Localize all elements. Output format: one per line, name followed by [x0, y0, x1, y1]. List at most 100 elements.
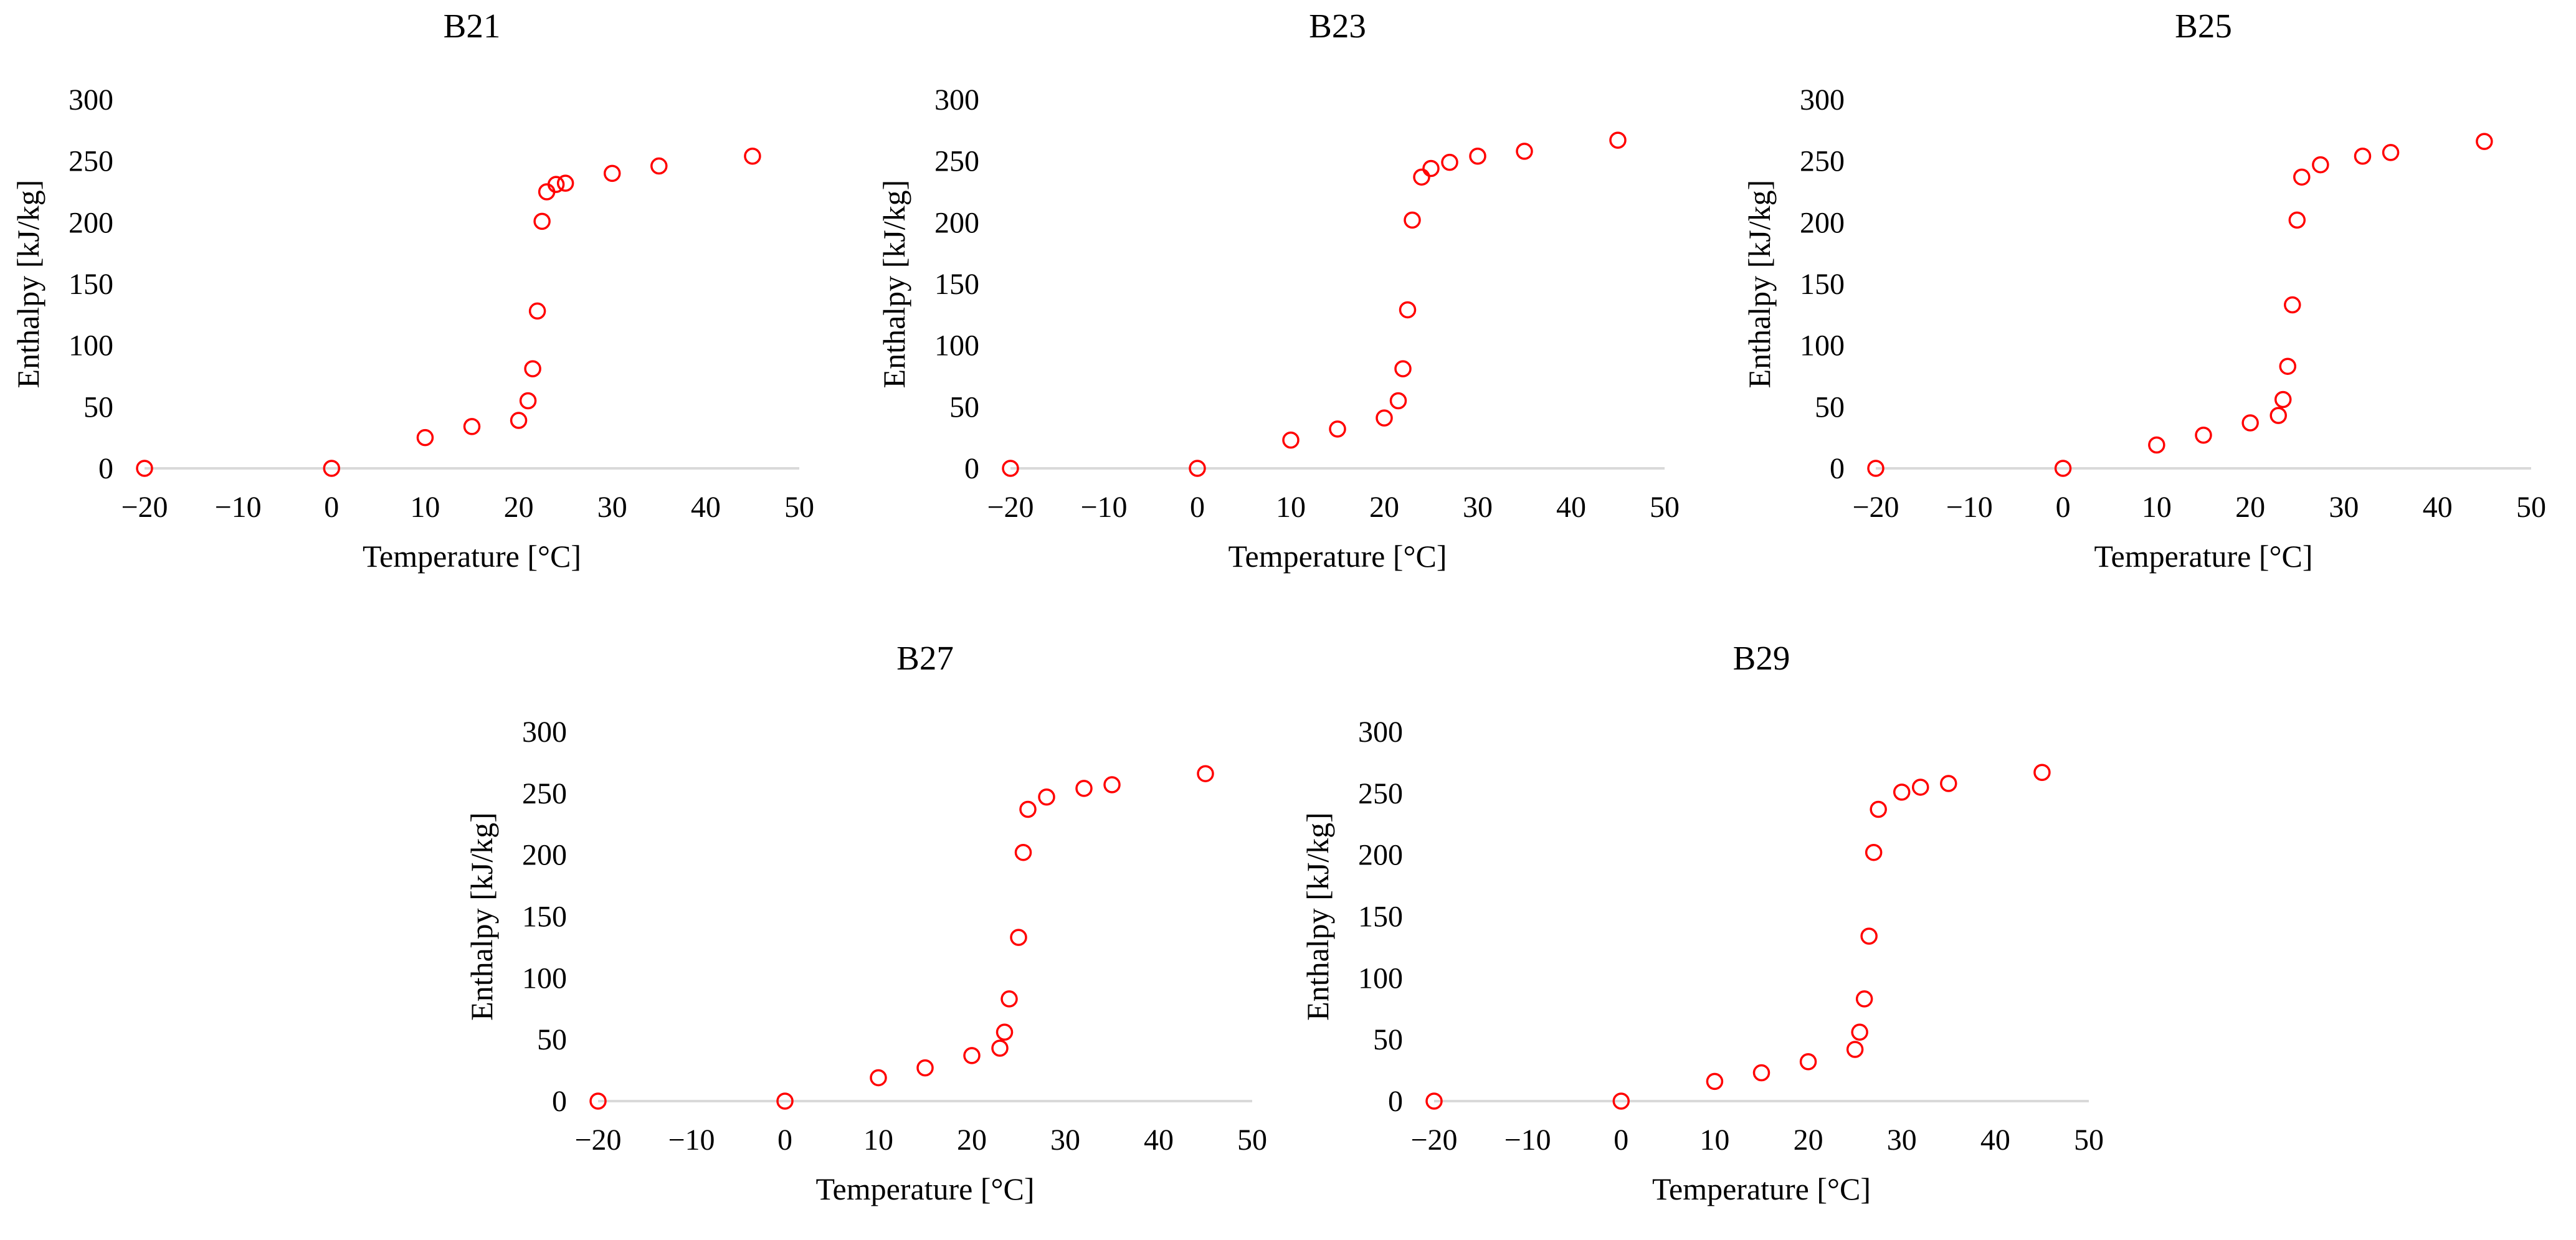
x-tick-label: −20 — [1852, 491, 1899, 524]
data-point — [463, 418, 481, 435]
y-tick-label: 0 — [98, 452, 113, 485]
x-tick-label: −20 — [1410, 1124, 1457, 1157]
y-tick-label: 250 — [522, 777, 567, 810]
data-point — [2288, 211, 2306, 229]
x-tick-label: 40 — [2423, 491, 2453, 524]
data-point — [1469, 148, 1486, 165]
data-point — [416, 428, 434, 447]
x-tick-label: 30 — [1887, 1124, 1917, 1157]
x-tick-label: 0 — [1614, 1124, 1628, 1157]
x-tick-label: 20 — [1369, 491, 1399, 524]
data-point — [533, 212, 551, 230]
data-point — [744, 148, 761, 165]
y-tick-label: 50 — [83, 390, 113, 424]
data-point — [2354, 148, 2372, 165]
data-point — [2241, 414, 2259, 432]
chart-title: B25 — [2175, 7, 2232, 45]
y-tick-label: 50 — [949, 390, 979, 424]
y-axis-label: Enthalpy [kJ/kg] — [1300, 812, 1335, 1021]
data-point — [1282, 431, 1300, 449]
data-point — [1612, 1092, 1630, 1110]
data-point — [1846, 1041, 1864, 1058]
y-tick-label: 200 — [934, 206, 979, 239]
x-tick-label: −20 — [121, 491, 168, 524]
x-tick-label: −10 — [215, 491, 262, 524]
data-point — [2293, 168, 2311, 186]
data-point — [1404, 211, 1421, 229]
x-tick-label: 10 — [2142, 491, 2172, 524]
data-point — [650, 157, 668, 175]
data-point — [1425, 1092, 1443, 1110]
data-point — [1516, 143, 1533, 160]
data-point — [556, 174, 574, 192]
data-point — [528, 302, 546, 320]
y-tick-label: 0 — [552, 1085, 567, 1118]
y-tick-label: 150 — [1358, 901, 1403, 934]
data-point — [1002, 460, 1019, 477]
data-point — [547, 176, 565, 193]
data-point — [510, 412, 528, 429]
x-tick-label: 50 — [2074, 1124, 2104, 1157]
data-point — [1860, 927, 1878, 945]
y-tick-label: 0 — [964, 452, 979, 485]
data-point — [1376, 409, 1393, 427]
x-tick-label: 40 — [1556, 491, 1586, 524]
data-point — [2274, 390, 2292, 409]
data-point — [1389, 392, 1407, 410]
data-point — [1940, 775, 1957, 792]
y-tick-label: 200 — [1358, 839, 1403, 872]
y-tick-label: 50 — [537, 1023, 567, 1056]
data-point — [2269, 407, 2287, 424]
y-tick-label: 100 — [69, 329, 113, 362]
data-point — [1329, 420, 1346, 438]
x-tick-label: −10 — [1080, 491, 1127, 524]
x-tick-label: 10 — [1699, 1124, 1729, 1157]
x-tick-label: 30 — [597, 491, 627, 524]
y-tick-label: 0 — [1830, 452, 1845, 485]
x-tick-label: 20 — [1794, 1124, 1823, 1157]
x-tick-label: 50 — [2516, 491, 2546, 524]
data-point — [1038, 788, 1055, 806]
y-tick-label: 50 — [1815, 390, 1845, 424]
data-point — [2148, 436, 2165, 454]
data-point — [1000, 990, 1018, 1008]
data-point — [524, 360, 541, 377]
y-tick-label: 150 — [69, 268, 113, 301]
y-axis-label: Enthalpy [kJ/kg] — [1742, 180, 1777, 389]
x-tick-label: −10 — [1504, 1124, 1551, 1157]
x-tick-label: −20 — [987, 491, 1034, 524]
y-tick-label: 300 — [1800, 83, 1845, 116]
data-point — [1911, 779, 1929, 796]
data-point — [1103, 776, 1121, 793]
y-axis-label: Enthalpy [kJ/kg] — [11, 180, 45, 389]
data-point — [1706, 1072, 1724, 1091]
chart-panel-b21: B21 0 50 100 150 200 250 300 −20 −10 0 10 20 30 40 50 Te… — [11, 7, 814, 574]
x-tick-label: 40 — [1980, 1124, 2010, 1157]
x-tick-label: 0 — [1190, 491, 1205, 524]
x-tick-label: 30 — [2329, 491, 2359, 524]
chart-title: B29 — [1733, 639, 1790, 677]
data-point — [1413, 168, 1430, 186]
x-tick-label: 0 — [324, 491, 339, 524]
y-tick-label: 100 — [1358, 962, 1403, 995]
y-tick-label: 300 — [69, 83, 113, 116]
x-tick-label: 20 — [504, 491, 534, 524]
x-tick-label: 50 — [1237, 1124, 1267, 1157]
x-tick-label: −10 — [668, 1124, 715, 1157]
y-tick-label: 300 — [1358, 716, 1403, 749]
y-tick-label: 100 — [522, 962, 567, 995]
data-point — [996, 1023, 1014, 1041]
data-point — [963, 1047, 981, 1064]
x-axis-label: Temperature [°C] — [1228, 539, 1447, 574]
data-point — [1019, 800, 1037, 818]
data-point — [870, 1069, 887, 1087]
y-tick-label: 250 — [69, 145, 113, 178]
data-point — [1799, 1053, 1817, 1071]
data-point — [1189, 460, 1206, 477]
x-tick-label: −20 — [574, 1124, 621, 1157]
x-tick-label: 10 — [863, 1124, 893, 1157]
data-point — [2033, 764, 2051, 781]
y-tick-label: 200 — [1800, 206, 1845, 239]
x-axis-label: Temperature [°C] — [1652, 1171, 1871, 1206]
data-point — [1010, 929, 1027, 946]
